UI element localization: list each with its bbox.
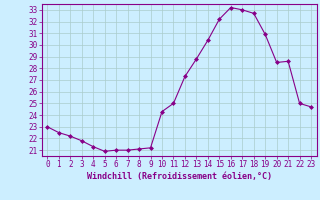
X-axis label: Windchill (Refroidissement éolien,°C): Windchill (Refroidissement éolien,°C): [87, 172, 272, 181]
